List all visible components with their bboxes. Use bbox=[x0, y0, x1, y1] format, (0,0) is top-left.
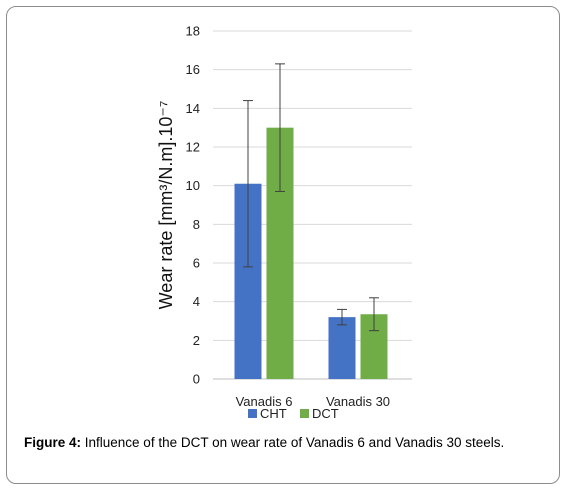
y-tick-label: 8 bbox=[193, 217, 200, 232]
legend-label: DCT bbox=[312, 406, 339, 421]
caption-prefix: Figure 4: bbox=[24, 435, 82, 450]
x-category-label: Vanadis 30 bbox=[326, 394, 390, 409]
x-category-label: Vanadis 6 bbox=[236, 394, 293, 409]
y-tick-label: 16 bbox=[186, 62, 200, 77]
y-tick-label: 14 bbox=[186, 101, 200, 116]
caption-text: Influence of the DCT on wear rate of Van… bbox=[81, 435, 505, 450]
bar-chart: 0 2 4 6 8 10 12 14 16 18 Wear rate [mm³/N.m].10⁻⁷ V… bbox=[156, 24, 412, 421]
y-tick-label: 18 bbox=[186, 24, 200, 39]
y-tick-label: 10 bbox=[186, 178, 200, 193]
legend-swatch bbox=[248, 409, 257, 418]
bar bbox=[328, 317, 356, 379]
legend-label: CHT bbox=[260, 406, 287, 421]
y-axis-label: Wear rate [mm³/N.m].10⁻⁷ bbox=[156, 101, 176, 310]
y-tick-label: 4 bbox=[193, 294, 200, 309]
figure-caption: Figure 4: Influence of the DCT on wear r… bbox=[24, 434, 546, 452]
y-tick-label: 2 bbox=[193, 333, 200, 348]
y-tick-label: 12 bbox=[186, 140, 200, 155]
y-tick-label: 0 bbox=[193, 372, 200, 387]
legend-swatch bbox=[300, 409, 309, 418]
y-tick-label: 6 bbox=[193, 256, 200, 271]
